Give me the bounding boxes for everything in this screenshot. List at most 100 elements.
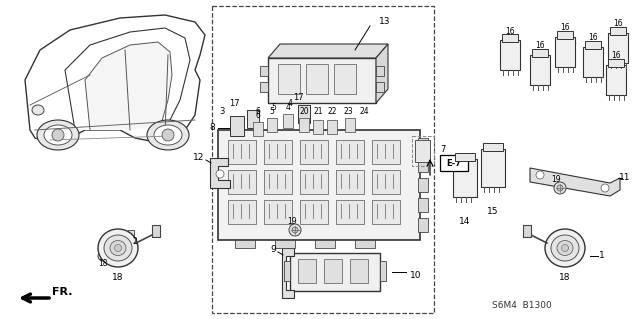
Text: 2: 2 (132, 238, 138, 247)
Bar (418, 198, 428, 212)
Ellipse shape (551, 235, 579, 261)
Ellipse shape (147, 120, 189, 150)
Bar (336, 200, 364, 224)
Text: 11: 11 (620, 174, 631, 182)
Text: 5: 5 (271, 103, 276, 113)
Bar (334, 64, 356, 94)
Bar (523, 225, 531, 237)
Bar (608, 59, 624, 67)
Bar (350, 259, 368, 283)
Text: 17: 17 (228, 100, 239, 108)
Bar (583, 47, 603, 77)
Bar (228, 200, 256, 224)
Text: 18: 18 (99, 259, 108, 269)
Bar (260, 66, 268, 76)
Ellipse shape (44, 125, 72, 145)
Bar (376, 66, 384, 76)
Text: 4: 4 (287, 100, 292, 108)
Ellipse shape (557, 185, 563, 191)
Bar (128, 230, 134, 240)
Ellipse shape (162, 129, 174, 141)
Text: 7: 7 (440, 145, 445, 154)
Ellipse shape (115, 244, 122, 251)
Bar (440, 155, 468, 171)
Bar (336, 140, 364, 164)
Ellipse shape (32, 105, 44, 115)
Bar (315, 240, 335, 248)
Bar (260, 82, 268, 92)
Bar (345, 118, 355, 132)
Text: 22: 22 (327, 108, 337, 116)
Bar (298, 259, 316, 283)
Bar (455, 153, 475, 161)
Text: 15: 15 (487, 207, 499, 217)
Bar (532, 49, 548, 57)
Bar (608, 33, 628, 63)
Ellipse shape (154, 125, 182, 145)
Bar (355, 240, 375, 248)
Bar (418, 178, 428, 192)
Ellipse shape (104, 235, 132, 261)
Text: 21: 21 (313, 108, 323, 116)
Bar (418, 218, 428, 232)
Ellipse shape (37, 120, 79, 150)
Text: 12: 12 (193, 153, 204, 162)
Text: 16: 16 (505, 26, 515, 35)
Text: 19: 19 (551, 175, 561, 184)
Text: 16: 16 (560, 24, 570, 33)
Bar (336, 170, 364, 194)
Bar (283, 114, 293, 128)
Bar (247, 110, 259, 128)
Bar (502, 34, 518, 42)
Bar (585, 41, 601, 49)
Ellipse shape (98, 229, 138, 267)
Bar (290, 253, 380, 291)
Bar (453, 159, 477, 197)
Polygon shape (376, 44, 388, 103)
Bar (268, 58, 376, 103)
Bar (415, 140, 430, 162)
PathPatch shape (65, 28, 190, 130)
Polygon shape (530, 168, 620, 196)
Text: 5: 5 (269, 108, 275, 116)
Text: 1: 1 (599, 251, 605, 261)
Text: 16: 16 (588, 33, 598, 42)
Ellipse shape (289, 224, 301, 236)
Text: E-7: E-7 (447, 159, 461, 167)
Bar (418, 158, 428, 172)
Bar (376, 82, 384, 92)
Bar (530, 55, 550, 85)
Ellipse shape (216, 170, 224, 178)
Text: 6: 6 (255, 112, 260, 121)
Text: 24: 24 (359, 108, 369, 116)
Bar (264, 140, 292, 164)
Text: 19: 19 (287, 218, 297, 226)
Ellipse shape (110, 241, 126, 256)
Text: 20: 20 (299, 108, 309, 116)
Ellipse shape (554, 182, 566, 194)
Bar (380, 261, 386, 281)
Bar (264, 200, 292, 224)
Ellipse shape (52, 129, 64, 141)
Bar (152, 225, 160, 237)
Text: 9: 9 (270, 246, 276, 255)
Ellipse shape (601, 184, 609, 192)
Ellipse shape (292, 227, 298, 233)
Bar (606, 65, 626, 95)
Text: 14: 14 (460, 218, 470, 226)
Ellipse shape (557, 241, 573, 256)
Text: 3: 3 (220, 108, 225, 116)
Text: 16: 16 (611, 51, 621, 61)
Bar (299, 118, 309, 132)
Polygon shape (210, 158, 230, 188)
Bar (275, 240, 295, 248)
Bar (372, 170, 400, 194)
Text: FR.: FR. (52, 287, 72, 297)
Text: 10: 10 (410, 271, 422, 279)
Bar (481, 149, 505, 187)
Bar (300, 170, 328, 194)
Bar (235, 240, 255, 248)
Bar (298, 105, 310, 123)
Text: 6: 6 (255, 108, 260, 116)
Bar (278, 64, 300, 94)
